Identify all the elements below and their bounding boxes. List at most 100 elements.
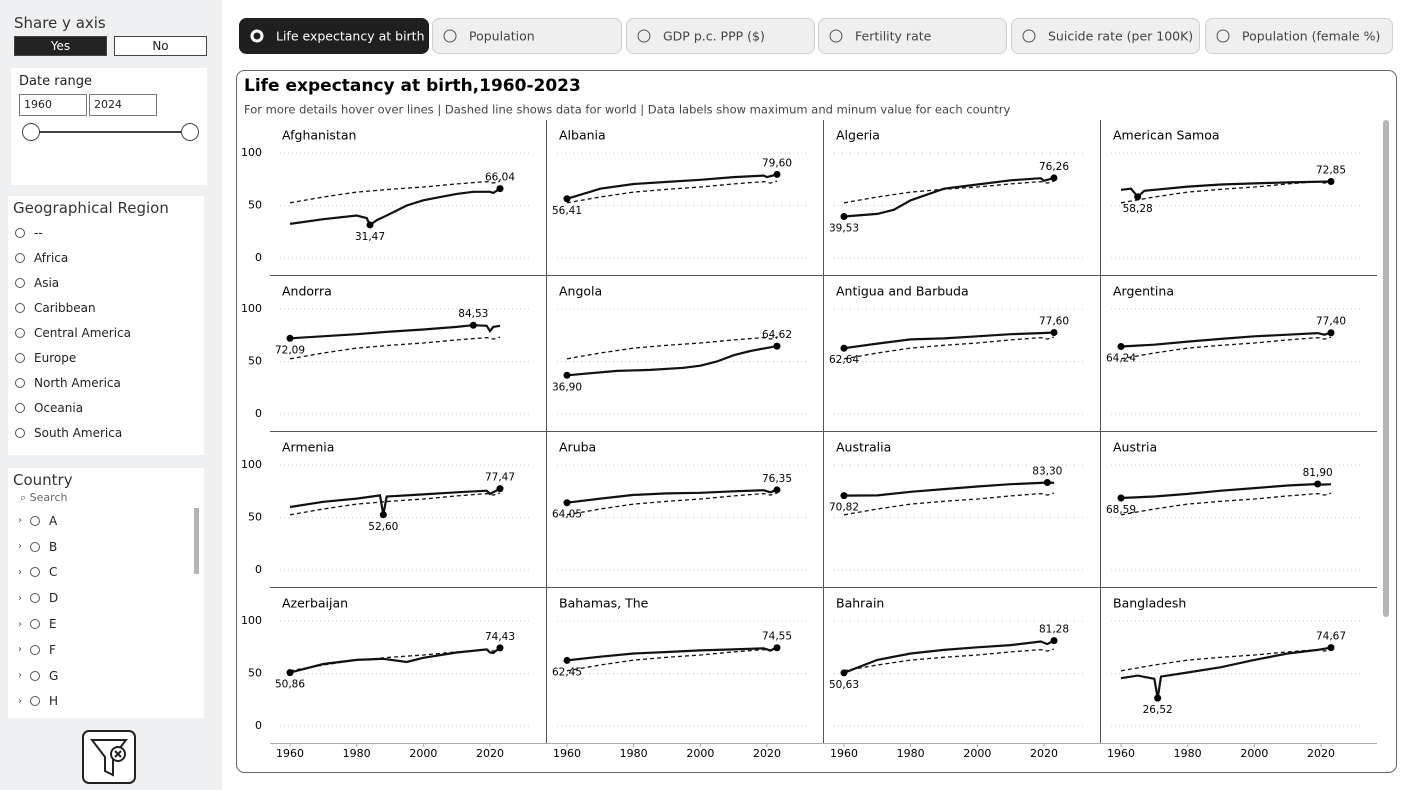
scrollbar[interactable] [194,508,199,574]
country-line [566,488,778,504]
panel-title: Australia [836,440,891,455]
data-label: 66,04 [485,172,515,184]
country-line [289,487,501,516]
radio [30,696,40,707]
region-option[interactable]: Oceania [15,395,131,420]
radio [15,302,25,313]
data-label: 50,63 [829,679,859,691]
region-title: Geographical Region [13,199,169,217]
share-y-title: Share y axis [14,14,106,32]
country-label: C [49,565,58,580]
region-option[interactable]: Caribbean [15,295,131,320]
country-label: F [49,642,56,657]
panel-title: Albania [559,128,606,143]
toggle-button[interactable]: No [114,36,207,56]
expand-arrow: › [18,515,22,527]
data-point [1117,343,1125,351]
data-label: 77,60 [1039,316,1069,328]
panel-title: Armenia [282,440,334,455]
country-line [1120,646,1332,699]
search-box[interactable]: ⌕ Search [20,491,68,504]
country-option[interactable]: › F [18,637,58,663]
radio [30,670,40,681]
data-point [773,486,781,494]
panel-title: Argentina [1113,284,1174,299]
data-label: 31,47 [355,231,385,243]
share-y-buttons: Yes No [14,36,207,56]
tab[interactable] [1011,18,1200,54]
country-option[interactable]: › H [18,689,58,715]
separators [270,120,1377,744]
x-tick-label: 2000 [409,747,437,760]
date-to[interactable]: 2024 [89,94,157,116]
y-tick-label: 0 [255,407,262,420]
tab[interactable] [1205,18,1393,54]
radio [30,593,40,604]
data-point [1327,329,1335,337]
data-label: 64,62 [762,329,792,341]
data-label: 26,52 [1143,704,1173,716]
tab[interactable] [239,18,429,54]
expand-arrow: › [18,644,22,656]
data-label: 72,85 [1316,165,1346,177]
region-option[interactable]: Europe [15,345,131,370]
data-point [286,669,294,677]
country-option[interactable]: › G [18,663,58,689]
data-label: 83,30 [1032,466,1062,478]
country-option[interactable]: › E [18,611,58,637]
y-tick-label: 0 [255,563,262,576]
tab-label: GDP p.c. PPP ($) [663,29,765,44]
region-option[interactable]: Asia [15,270,131,295]
radio [15,327,25,338]
clear-filters-button[interactable] [82,730,136,784]
region-card: Geographical Region -- Africa Asia Caribbea… [8,196,204,455]
radio [15,427,25,438]
country-line [566,646,778,662]
toggle-button[interactable]: Yes [14,36,107,56]
x-tick-label: 2020 [1030,747,1058,760]
world-line [1120,180,1332,204]
tab[interactable] [626,18,815,54]
panel-title: Algeria [836,128,880,143]
data-point [469,321,477,329]
x-tick-label: 2020 [753,747,781,760]
data-point [1050,637,1058,645]
region-option[interactable]: Africa [15,245,131,270]
tab-label: Suicide rate (per 100K) [1048,29,1193,44]
region-option[interactable]: Central America [15,320,131,345]
country-option[interactable]: › B [18,534,58,560]
region-option[interactable]: -- [15,220,131,245]
chart-subtitle: For more details hover over lines | Dash… [244,103,1010,117]
scrollbar[interactable] [1383,120,1389,617]
country-line [289,187,501,227]
region-option[interactable]: North America [15,370,131,395]
tab-label: Population (female %) [1242,29,1380,44]
data-point [563,195,571,203]
data-point [773,644,781,652]
panel-title: Angola [559,284,602,299]
date-from[interactable]: 1960 [19,94,87,116]
tab[interactable] [818,18,1007,54]
country-option[interactable]: › A [18,508,58,534]
world-line [289,180,501,204]
data-point [1314,480,1322,488]
data-label: 50,86 [275,679,305,691]
tab[interactable] [432,18,622,54]
country-label: B [49,539,58,554]
panel-title: Antigua and Barbuda [836,284,969,299]
region-option[interactable]: South America [15,420,131,445]
data-point [563,371,571,379]
slider-handle[interactable] [181,123,199,141]
country-label: G [49,668,59,683]
data-label: 72,09 [275,344,305,356]
radio [30,541,40,552]
country-list: › A › B › C › D › E › F › G › H [18,508,58,714]
slider-handle[interactable] [22,123,40,141]
radio [30,619,40,630]
country-option[interactable]: › C [18,560,58,586]
country-option[interactable]: › D [18,585,58,611]
radio [15,402,25,413]
panel-title: Aruba [559,440,596,455]
tab-label: Population [469,29,535,44]
